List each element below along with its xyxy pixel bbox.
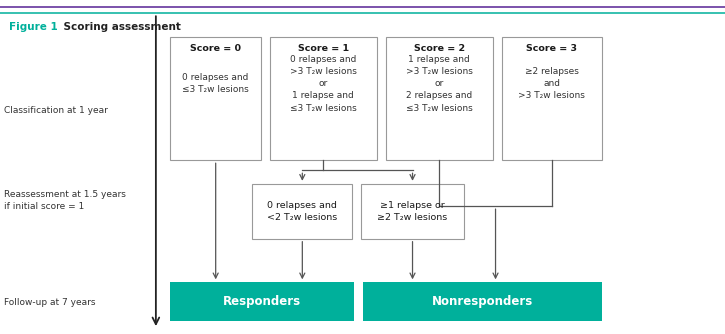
FancyBboxPatch shape [502,37,602,160]
Text: 0 relapses and
>3 T₂w lesions
or
1 relapse and
≤3 T₂w lesions: 0 relapses and >3 T₂w lesions or 1 relap… [290,55,357,113]
FancyBboxPatch shape [170,37,261,160]
FancyBboxPatch shape [361,184,464,239]
FancyBboxPatch shape [252,184,352,239]
FancyBboxPatch shape [386,37,493,160]
Text: Score = 3: Score = 3 [526,44,577,53]
Text: Score = 0: Score = 0 [190,44,241,53]
Text: ≥2 relapses
and
>3 T₂w lesions: ≥2 relapses and >3 T₂w lesions [518,67,585,100]
Text: Score = 2: Score = 2 [414,44,465,53]
Text: 0 relapses and
<2 T₂w lesions: 0 relapses and <2 T₂w lesions [268,201,337,222]
Text: Responders: Responders [223,295,301,308]
Text: Scoring assessment: Scoring assessment [49,22,181,32]
Text: Score = 1: Score = 1 [298,44,349,53]
Text: Figure 1: Figure 1 [9,22,57,32]
Text: Nonresponders: Nonresponders [431,295,533,308]
Text: Classification at 1 year: Classification at 1 year [4,106,107,115]
Text: 0 relapses and
≤3 T₂w lesions: 0 relapses and ≤3 T₂w lesions [182,73,249,94]
Text: 1 relapse and
>3 T₂w lesions
or
2 relapses and
≤3 T₂w lesions: 1 relapse and >3 T₂w lesions or 2 relaps… [406,55,473,113]
FancyBboxPatch shape [362,282,602,321]
Text: ≥1 relapse or
≥2 T₂w lesions: ≥1 relapse or ≥2 T₂w lesions [378,201,447,222]
Text: Follow-up at 7 years: Follow-up at 7 years [4,298,95,307]
FancyBboxPatch shape [170,282,354,321]
Text: Reassessment at 1.5 years
if initial score = 1: Reassessment at 1.5 years if initial sco… [4,190,125,211]
FancyBboxPatch shape [270,37,377,160]
